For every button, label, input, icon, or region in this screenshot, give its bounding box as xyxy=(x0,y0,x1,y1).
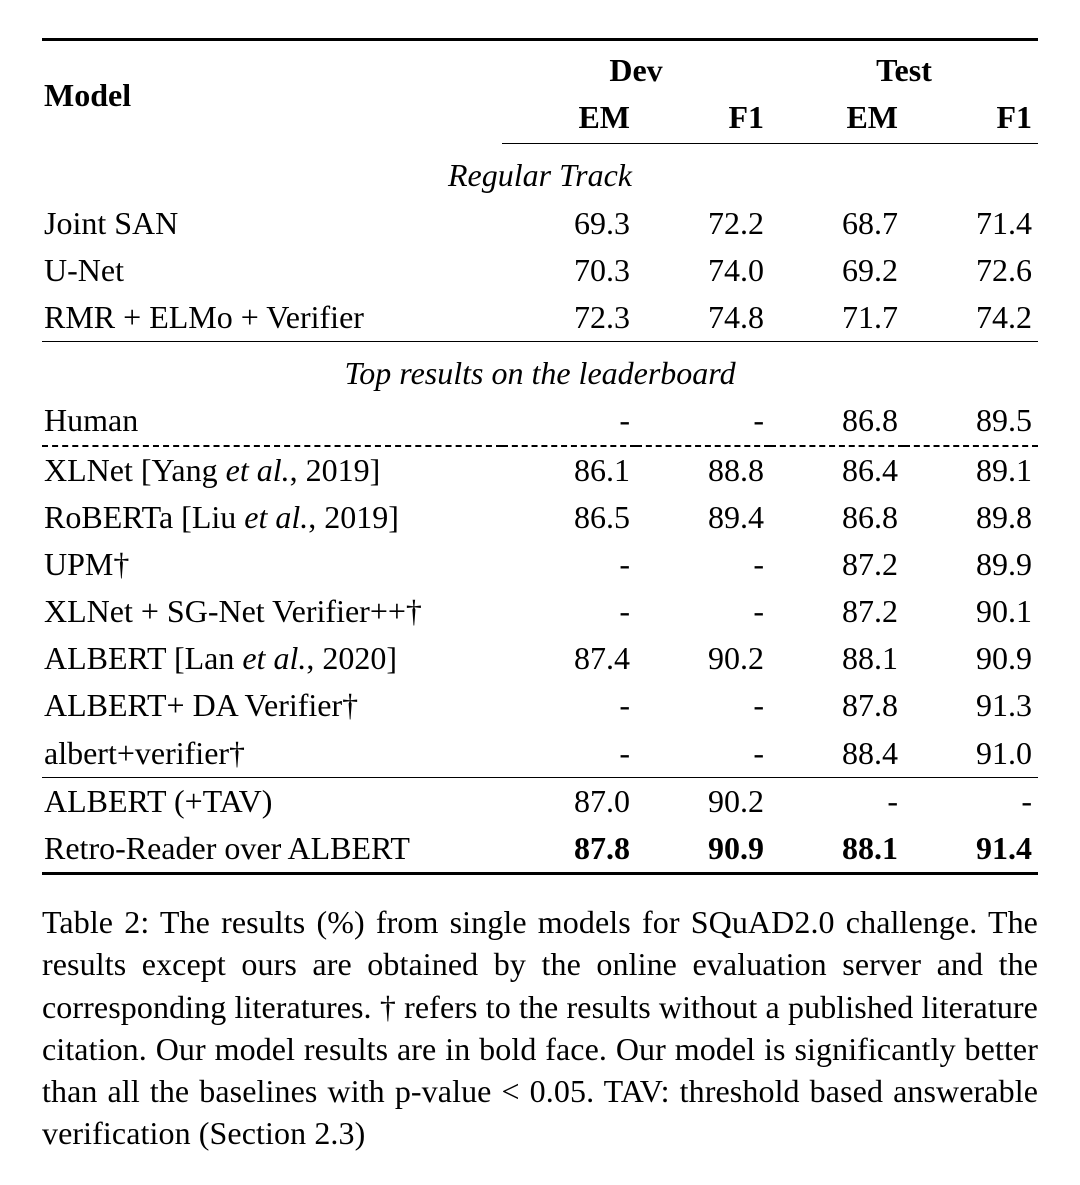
header-model: Model xyxy=(42,40,502,144)
section-title-row: Regular Track xyxy=(42,144,1038,200)
section-title: Regular Track xyxy=(42,144,1038,200)
table-caption: Table 2: The results (%) from single mod… xyxy=(42,901,1038,1154)
table-row: XLNet + SG-Net Verifier++† - - 87.2 90.1 xyxy=(42,588,1038,635)
table-row: Human - - 86.8 89.5 xyxy=(42,397,1038,445)
table-row: RMR + ELMo + Verifier 72.3 74.8 71.7 74.… xyxy=(42,294,1038,342)
table-row: ALBERT (+TAV) 87.0 90.2 - - xyxy=(42,777,1038,825)
table-row: ALBERT [Lan et al., 2020] 87.4 90.2 88.1… xyxy=(42,635,1038,682)
results-table: Model Dev Test EM F1 EM F1 Regular Track… xyxy=(42,38,1038,875)
table-row: Retro-Reader over ALBERT 87.8 90.9 88.1 … xyxy=(42,825,1038,874)
section-title-row: Top results on the leaderboard xyxy=(42,342,1038,398)
section-title: Top results on the leaderboard xyxy=(42,342,1038,398)
table-row: RoBERTa [Liu et al., 2019] 86.5 89.4 86.… xyxy=(42,494,1038,541)
header-dev-em: EM xyxy=(502,94,636,144)
header-test: Test xyxy=(770,40,1038,95)
header-dev: Dev xyxy=(502,40,770,95)
table-row: U-Net 70.3 74.0 69.2 72.6 xyxy=(42,247,1038,294)
table-row: UPM† - - 87.2 89.9 xyxy=(42,541,1038,588)
table-row: ALBERT+ DA Verifier† - - 87.8 91.3 xyxy=(42,682,1038,729)
table-row: Joint SAN 69.3 72.2 68.7 71.4 xyxy=(42,200,1038,247)
header-dev-f1: F1 xyxy=(636,94,770,144)
header-test-em: EM xyxy=(770,94,904,144)
table-row: XLNet [Yang et al., 2019] 86.1 88.8 86.4… xyxy=(42,446,1038,494)
header-test-f1: F1 xyxy=(904,94,1038,144)
table-row: albert+verifier† - - 88.4 91.0 xyxy=(42,730,1038,778)
